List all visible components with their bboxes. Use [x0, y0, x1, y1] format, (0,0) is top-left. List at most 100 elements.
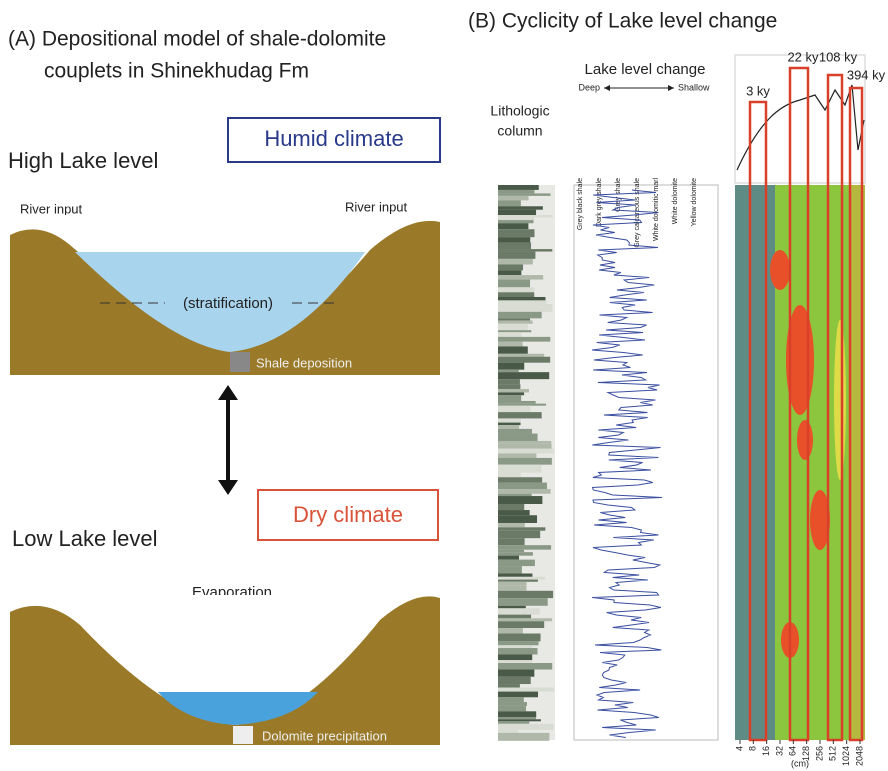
litho-layer	[498, 332, 521, 337]
litho-layer	[498, 423, 521, 425]
deposit-label: Dolomite precipitation	[262, 728, 387, 743]
litho-layer	[498, 434, 538, 441]
litho-layer	[498, 618, 552, 621]
litho-layer	[498, 645, 532, 648]
period-label: 3 ky	[746, 83, 770, 98]
litho-layer	[498, 538, 525, 545]
litho-layer	[498, 477, 542, 482]
litho-layer	[498, 384, 520, 389]
litho-layer	[498, 641, 539, 645]
litho-layer	[498, 453, 536, 457]
litho-layer	[498, 330, 531, 332]
litho-layer	[498, 404, 546, 406]
tick-label: 128	[801, 746, 811, 761]
river-label: River input	[345, 199, 408, 214]
humid-label: Humid climate	[264, 126, 403, 151]
tick-label: 16	[761, 746, 771, 756]
litho-layer	[498, 206, 543, 209]
litho-layer	[498, 363, 524, 370]
litho-layer	[498, 496, 542, 504]
figure: (A) Depositional model of shale-dolomite…	[0, 0, 888, 771]
litho-layer	[498, 370, 519, 372]
litho-layer	[498, 702, 527, 706]
low-label: Low Lake level	[12, 526, 158, 551]
panel-a-title: couplets in Shinekhudag Fm	[44, 60, 309, 83]
litho-layer	[498, 379, 520, 384]
time-series-frame	[735, 55, 865, 183]
litho-layer	[498, 196, 529, 200]
litho-layer	[498, 615, 531, 619]
litho-layer	[498, 324, 528, 330]
litho-layer	[498, 721, 529, 724]
litho-layer	[498, 318, 530, 320]
litho-layer	[498, 598, 548, 606]
litho-layer	[498, 259, 533, 265]
litho-layer	[498, 697, 524, 702]
litho-layer	[498, 392, 524, 395]
litho-layer	[498, 264, 523, 270]
litho-layer	[498, 556, 519, 560]
litho-layer	[498, 580, 538, 582]
river-label: River input	[20, 201, 83, 216]
litho-layer	[498, 586, 527, 591]
litho-title: Lithologic	[490, 103, 549, 119]
litho-layer	[498, 275, 543, 279]
shale-block	[230, 352, 250, 372]
litho-layer	[498, 292, 534, 297]
litho-layer	[498, 688, 554, 692]
litho-layer	[498, 458, 552, 465]
period-label: 394 ky	[847, 67, 886, 82]
litho-layer	[498, 190, 534, 193]
litho-layer	[498, 628, 523, 634]
litho-layer	[498, 249, 552, 251]
high-label: High Lake level	[8, 148, 158, 173]
litho-layer	[498, 531, 540, 538]
litho-layer	[498, 582, 527, 586]
litho-layer	[498, 670, 534, 677]
tick-label: 8	[748, 746, 758, 751]
litho-layer	[498, 389, 529, 392]
litho-layer	[498, 730, 518, 733]
litho-layer	[498, 193, 551, 195]
litho-layer	[498, 312, 542, 318]
litho-layer	[498, 550, 524, 553]
litho-layer	[498, 220, 534, 223]
litho-layer	[498, 287, 534, 292]
litho-layer	[498, 418, 521, 422]
litho-layer	[498, 552, 533, 556]
deposit-label: Shale deposition	[256, 355, 352, 370]
curve-title: Lake level change	[585, 61, 706, 78]
litho-layer	[498, 304, 552, 312]
period-label: 108 ky	[819, 49, 858, 64]
litho-layer	[498, 342, 523, 347]
litho-layer	[498, 719, 541, 721]
litho-layer	[498, 185, 539, 190]
litho-layer	[498, 560, 535, 566]
tick-label: 64	[788, 746, 798, 756]
litho-layer	[498, 297, 545, 300]
litho-layer	[498, 215, 553, 217]
litho-layer	[498, 706, 526, 711]
dry-label: Dry climate	[293, 502, 403, 527]
litho-layer	[498, 711, 536, 717]
litho-layer	[498, 223, 528, 229]
litho-layer	[498, 654, 532, 660]
litho-layer	[498, 606, 526, 609]
litho-layer	[498, 648, 538, 654]
litho-layer	[498, 425, 519, 429]
litho-layer	[498, 210, 536, 215]
tick-label: 32	[774, 746, 784, 756]
deep-label: Deep	[578, 82, 600, 92]
litho-layer	[498, 566, 522, 573]
litho-layer	[498, 406, 530, 412]
tick-label: 4	[734, 746, 744, 751]
shallow-label: Shallow	[678, 82, 710, 92]
litho-layer	[498, 217, 534, 220]
litho-layer	[498, 444, 552, 449]
litho-layer	[498, 660, 532, 663]
litho-layer	[498, 733, 549, 741]
litho-layer	[498, 489, 551, 494]
dolomite-block	[233, 726, 253, 744]
lake-level-curve	[592, 190, 662, 738]
litho-layer	[498, 237, 530, 242]
